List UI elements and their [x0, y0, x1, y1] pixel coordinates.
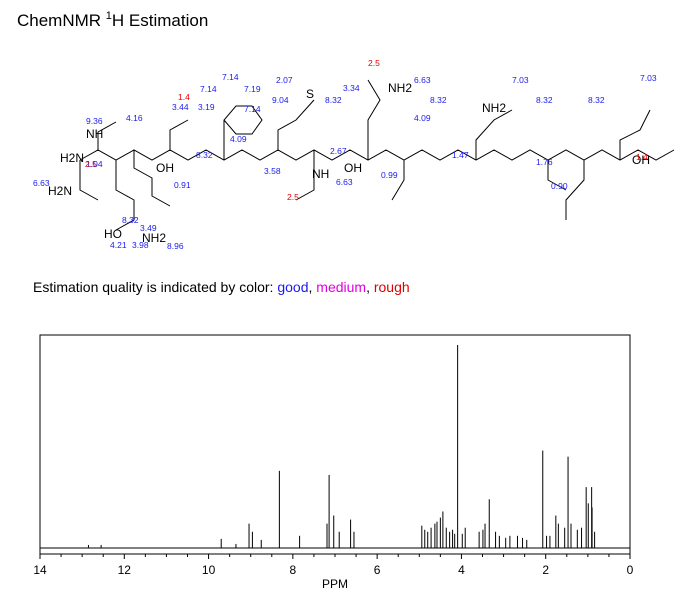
legend-separator: ,	[366, 279, 374, 295]
legend-rough: rough	[373, 279, 410, 295]
atom-label: NH2	[388, 81, 412, 95]
shift-label: 8.96	[167, 241, 184, 251]
title-prefix: ChemNMR	[17, 11, 106, 30]
atom-label: H2N	[60, 151, 84, 165]
shift-label: 0.91	[174, 180, 191, 190]
plot-frame	[39, 334, 631, 555]
shift-label: 8.32	[196, 150, 213, 160]
x-tick-label: 8	[290, 563, 297, 577]
shift-label: 8.32	[325, 95, 342, 105]
x-tick-label: 6	[374, 563, 381, 577]
spectrum-peaks	[87, 345, 596, 548]
shift-label: 3.19	[198, 102, 215, 112]
structure-bonds	[79, 79, 675, 231]
shift-label: 2.67	[330, 146, 347, 156]
shift-label: 9.36	[86, 116, 103, 126]
shift-label: 7.14	[200, 84, 217, 94]
shift-label: 6.63	[414, 75, 431, 85]
shift-label: 6.63	[336, 177, 353, 187]
quality-legend: Estimation quality is indicated by color…	[33, 279, 410, 295]
shift-label: 8.32	[122, 215, 139, 225]
atom-label: OH	[156, 161, 174, 175]
x-tick-label: 2	[542, 563, 549, 577]
x-tick-label: 0	[627, 563, 634, 577]
shift-label: 9.04	[272, 95, 289, 105]
title-suffix: H Estimation	[111, 11, 209, 30]
legend-separator: ,	[308, 279, 317, 295]
shift-label-rough: 1.4	[178, 92, 190, 102]
shift-label: 7.14	[244, 104, 261, 114]
shift-label: 1.76	[536, 157, 553, 167]
atom-label: H2N	[48, 184, 72, 198]
atom-label: OH	[344, 161, 362, 175]
shift-label-rough: 1.4	[636, 152, 648, 162]
x-tick-label: 4	[458, 563, 465, 577]
molecule-structure: H2N H2N NH HO OH NH2 S OH NH2 NH2 NH OH …	[33, 58, 675, 251]
shift-label: 8.32	[430, 95, 447, 105]
nmr-spectrum-chart: 14 12 10 8 6 4 2 0 PPM	[33, 334, 634, 591]
shift-label: 2.07	[276, 75, 293, 85]
x-tick-label: 14	[33, 563, 47, 577]
shift-label-rough: 2.5	[368, 58, 380, 68]
shift-label: 6.63	[33, 178, 50, 188]
shift-label-rough: 2.5	[85, 159, 97, 169]
x-tick-label: 10	[202, 563, 216, 577]
shift-labels: 9.36 6.63 4.16 3.44 3.19 7.14 7.14 7.19 …	[33, 58, 657, 251]
legend-good: good	[277, 279, 309, 295]
atom-label: NH	[312, 167, 329, 181]
shift-label: 3.98	[132, 240, 149, 250]
shift-label: 7.14	[222, 72, 239, 82]
shift-label-rough: 2.5	[287, 192, 299, 202]
x-axis-label: PPM	[322, 577, 348, 591]
atom-label: OH	[632, 153, 650, 167]
shift-label: 8.32	[588, 95, 605, 105]
shift-label: 0.99	[381, 170, 398, 180]
x-tick-label: 12	[118, 563, 132, 577]
shift-label: 4.16	[126, 113, 143, 123]
atom-label: NH2	[482, 101, 506, 115]
atom-label: NH2	[142, 231, 166, 245]
atom-label: NH	[86, 127, 103, 141]
shift-label: 7.19	[244, 84, 261, 94]
legend-medium: medium	[316, 279, 367, 295]
shift-label: 4.21	[110, 240, 127, 250]
shift-label: 1.47	[452, 150, 469, 160]
atom-label: S	[306, 87, 314, 101]
shift-label: 1.04	[86, 159, 103, 169]
shift-label: 0.90	[551, 181, 568, 191]
shift-label: 7.03	[640, 73, 657, 83]
shift-label: 3.49	[140, 223, 157, 233]
shift-label: 4.09	[230, 134, 247, 144]
title-superscript: 1	[105, 10, 112, 22]
shift-label: 3.44	[172, 102, 189, 112]
atom-label: HO	[104, 227, 122, 241]
legend-prefix: Estimation quality is indicated by color…	[33, 279, 278, 295]
shift-label: 3.58	[264, 166, 281, 176]
page-title: ChemNMR 1H Estimation	[17, 10, 208, 31]
shift-label: 8.32	[536, 95, 553, 105]
x-axis: 14 12 10 8 6 4 2 0	[33, 554, 634, 577]
shift-label: 4.09	[414, 113, 431, 123]
shift-label: 7.03	[512, 75, 529, 85]
shift-label: 3.34	[343, 83, 360, 93]
